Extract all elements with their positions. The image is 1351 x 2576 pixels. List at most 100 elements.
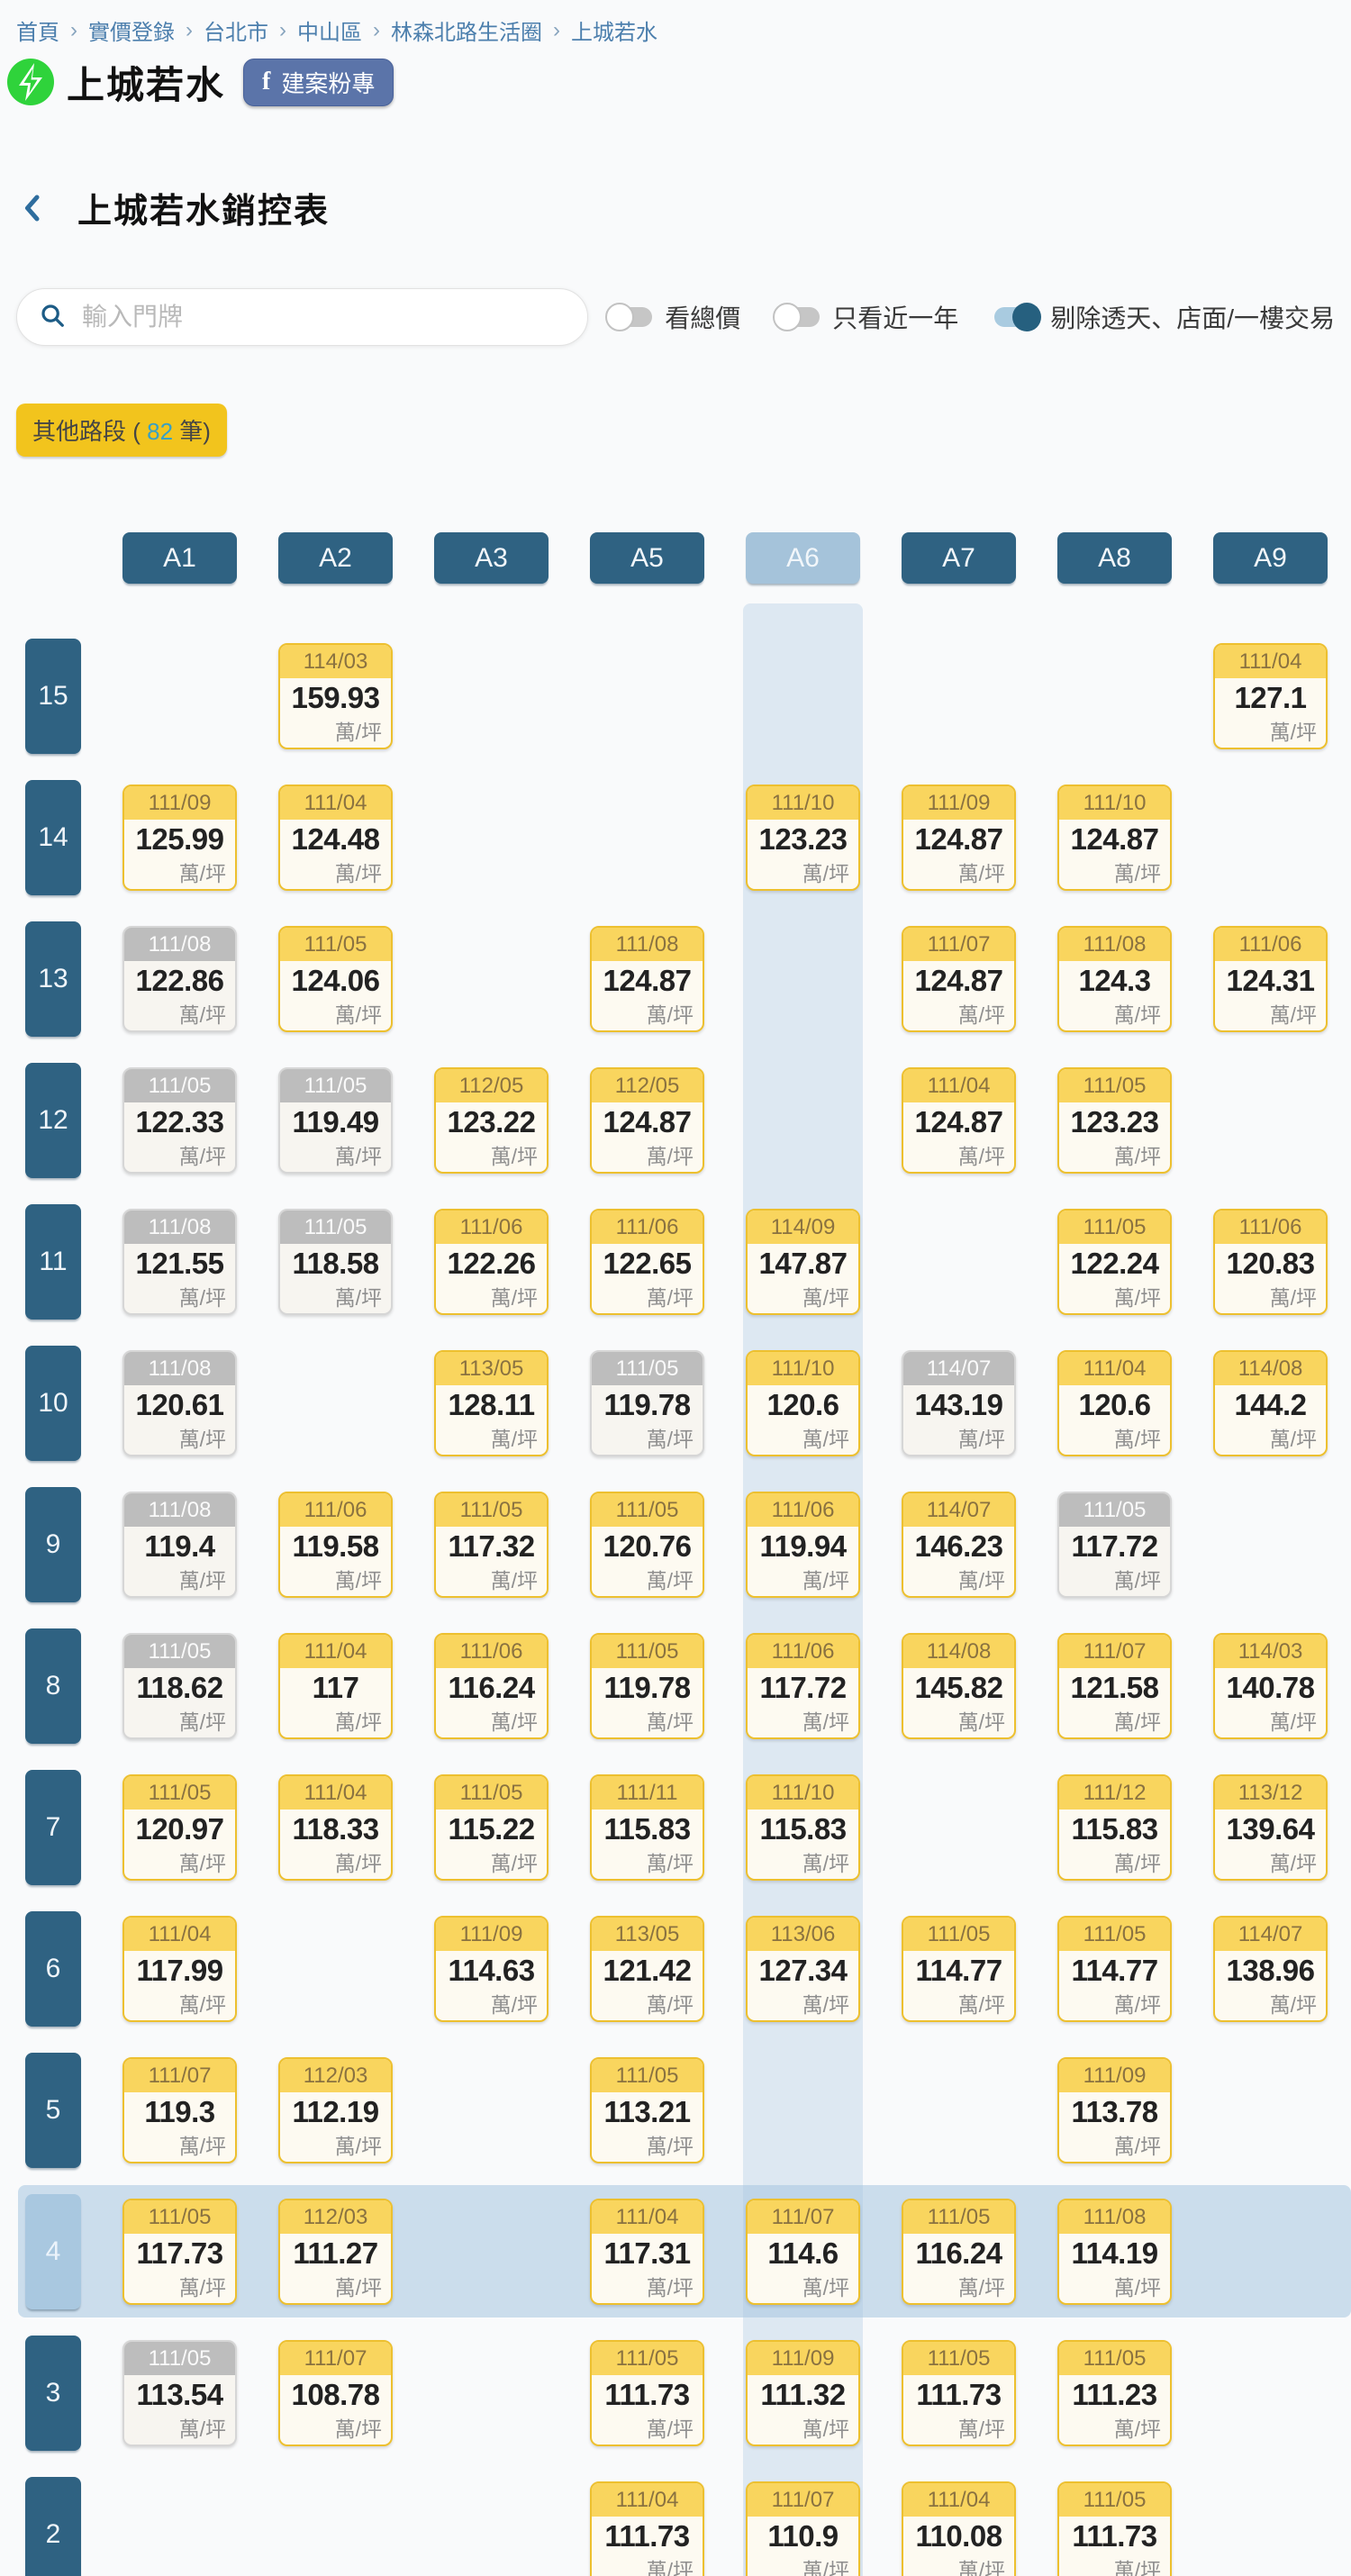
price-card-A3-8F[interactable]: 111/06 116.24 萬/坪	[434, 1632, 549, 1739]
toggle-1[interactable]: 看總價	[605, 299, 740, 335]
price-card-A7-13F[interactable]: 111/07 124.87 萬/坪	[902, 925, 1016, 1032]
price-card-A1-4F[interactable]: 111/05 117.73 萬/坪	[122, 2198, 237, 2305]
price-card-A2-15F[interactable]: 114/03 159.93 萬/坪	[278, 642, 393, 749]
column-header-A5[interactable]: A5	[590, 532, 704, 584]
price-card-A5-3F[interactable]: 111/05 111.73 萬/坪	[590, 2339, 704, 2446]
floor-label-13[interactable]: 13	[25, 921, 81, 1037]
price-card-A7-2F[interactable]: 111/04 110.08 萬/坪	[902, 2481, 1016, 2576]
price-card-A2-13F[interactable]: 111/05 124.06 萬/坪	[278, 925, 393, 1032]
price-card-A3-10F[interactable]: 113/05 128.11 萬/坪	[434, 1349, 549, 1456]
price-card-A1-8F[interactable]: 111/05 118.62 萬/坪	[122, 1632, 237, 1739]
price-card-A8-8F[interactable]: 111/07 121.58 萬/坪	[1057, 1632, 1172, 1739]
toggle-switch-off[interactable]	[605, 303, 653, 331]
other-roads-badge[interactable]: 其他路段 ( 82 筆)	[16, 404, 227, 457]
price-card-A8-3F[interactable]: 111/05 111.23 萬/坪	[1057, 2339, 1172, 2446]
price-card-A1-12F[interactable]: 111/05 122.33 萬/坪	[122, 1066, 237, 1174]
toggle-3[interactable]: 剔除透天、店面/一樓交易	[994, 299, 1335, 335]
price-card-A7-6F[interactable]: 111/05 114.77 萬/坪	[902, 1915, 1016, 2022]
price-card-A3-7F[interactable]: 111/05 115.22 萬/坪	[434, 1773, 549, 1881]
price-card-A5-12F[interactable]: 112/05 124.87 萬/坪	[590, 1066, 704, 1174]
breadcrumb-item-6[interactable]: 上城若水	[571, 21, 657, 45]
price-card-A3-9F[interactable]: 111/05 117.32 萬/坪	[434, 1491, 549, 1598]
price-card-A2-11F[interactable]: 111/05 118.58 萬/坪	[278, 1208, 393, 1315]
price-card-A7-8F[interactable]: 114/08 145.82 萬/坪	[902, 1632, 1016, 1739]
floor-label-10[interactable]: 10	[25, 1345, 81, 1461]
column-header-A6[interactable]: A6	[746, 532, 860, 584]
price-card-A8-9F[interactable]: 111/05 117.72 萬/坪	[1057, 1491, 1172, 1598]
floor-label-12[interactable]: 12	[25, 1062, 81, 1178]
price-card-A1-14F[interactable]: 111/09 125.99 萬/坪	[122, 784, 237, 891]
floor-label-5[interactable]: 5	[25, 2052, 81, 2168]
floor-label-8[interactable]: 8	[25, 1628, 81, 1744]
price-card-A7-10F[interactable]: 114/07 143.19 萬/坪	[902, 1349, 1016, 1456]
floor-label-7[interactable]: 7	[25, 1769, 81, 1885]
price-card-A6-14F[interactable]: 111/10 123.23 萬/坪	[746, 784, 860, 891]
toggle-2[interactable]: 只看近一年	[773, 299, 958, 335]
column-header-A9[interactable]: A9	[1213, 532, 1328, 584]
price-card-A5-10F[interactable]: 111/05 119.78 萬/坪	[590, 1349, 704, 1456]
price-card-A1-5F[interactable]: 111/07 119.3 萬/坪	[122, 2056, 237, 2163]
breadcrumb-item-4[interactable]: 中山區	[297, 21, 362, 45]
price-card-A7-4F[interactable]: 111/05 116.24 萬/坪	[902, 2198, 1016, 2305]
price-card-A7-12F[interactable]: 111/04 124.87 萬/坪	[902, 1066, 1016, 1174]
price-card-A8-6F[interactable]: 111/05 114.77 萬/坪	[1057, 1915, 1172, 2022]
price-card-A7-14F[interactable]: 111/09 124.87 萬/坪	[902, 784, 1016, 891]
price-card-A6-8F[interactable]: 111/06 117.72 萬/坪	[746, 1632, 860, 1739]
price-card-A9-6F[interactable]: 114/07 138.96 萬/坪	[1213, 1915, 1328, 2022]
price-card-A3-6F[interactable]: 111/09 114.63 萬/坪	[434, 1915, 549, 2022]
price-card-A5-8F[interactable]: 111/05 119.78 萬/坪	[590, 1632, 704, 1739]
column-header-A2[interactable]: A2	[278, 532, 393, 584]
price-card-A8-11F[interactable]: 111/05 122.24 萬/坪	[1057, 1208, 1172, 1315]
column-header-A7[interactable]: A7	[902, 532, 1016, 584]
toggle-switch-on[interactable]	[994, 303, 1042, 331]
search-input[interactable]	[80, 302, 566, 332]
price-card-A9-8F[interactable]: 114/03 140.78 萬/坪	[1213, 1632, 1328, 1739]
price-card-A1-11F[interactable]: 111/08 121.55 萬/坪	[122, 1208, 237, 1315]
price-card-A9-11F[interactable]: 111/06 120.83 萬/坪	[1213, 1208, 1328, 1315]
price-card-A1-3F[interactable]: 111/05 113.54 萬/坪	[122, 2339, 237, 2446]
price-card-A2-7F[interactable]: 111/04 118.33 萬/坪	[278, 1773, 393, 1881]
price-card-A3-11F[interactable]: 111/06 122.26 萬/坪	[434, 1208, 549, 1315]
floor-label-11[interactable]: 11	[25, 1203, 81, 1320]
price-card-A1-6F[interactable]: 111/04 117.99 萬/坪	[122, 1915, 237, 2022]
price-card-A8-10F[interactable]: 111/04 120.6 萬/坪	[1057, 1349, 1172, 1456]
price-card-A9-15F[interactable]: 111/04 127.1 萬/坪	[1213, 642, 1328, 749]
breadcrumb-item-1[interactable]: 首頁	[16, 21, 59, 45]
price-card-A6-11F[interactable]: 114/09 147.87 萬/坪	[746, 1208, 860, 1315]
price-card-A5-2F[interactable]: 111/04 111.73 萬/坪	[590, 2481, 704, 2576]
column-header-A8[interactable]: A8	[1057, 532, 1172, 584]
price-card-A6-7F[interactable]: 111/10 115.83 萬/坪	[746, 1773, 860, 1881]
price-card-A8-13F[interactable]: 111/08 124.3 萬/坪	[1057, 925, 1172, 1032]
price-card-A3-12F[interactable]: 112/05 123.22 萬/坪	[434, 1066, 549, 1174]
price-card-A5-6F[interactable]: 113/05 121.42 萬/坪	[590, 1915, 704, 2022]
breadcrumb-item-5[interactable]: 林森北路生活圈	[391, 21, 542, 45]
price-card-A2-5F[interactable]: 112/03 112.19 萬/坪	[278, 2056, 393, 2163]
price-card-A7-9F[interactable]: 114/07 146.23 萬/坪	[902, 1491, 1016, 1598]
price-card-A2-4F[interactable]: 112/03 111.27 萬/坪	[278, 2198, 393, 2305]
price-card-A2-3F[interactable]: 111/07 108.78 萬/坪	[278, 2339, 393, 2446]
price-card-A6-2F[interactable]: 111/07 110.9 萬/坪	[746, 2481, 860, 2576]
price-card-A8-2F[interactable]: 111/05 111.73 萬/坪	[1057, 2481, 1172, 2576]
price-card-A1-10F[interactable]: 111/08 120.61 萬/坪	[122, 1349, 237, 1456]
price-card-A9-7F[interactable]: 113/12 139.64 萬/坪	[1213, 1773, 1328, 1881]
floor-label-9[interactable]: 9	[25, 1486, 81, 1602]
price-card-A8-5F[interactable]: 111/09 113.78 萬/坪	[1057, 2056, 1172, 2163]
price-card-A1-9F[interactable]: 111/08 119.4 萬/坪	[122, 1491, 237, 1598]
floor-label-15[interactable]: 15	[25, 638, 81, 754]
price-card-A6-3F[interactable]: 111/09 111.32 萬/坪	[746, 2339, 860, 2446]
price-card-A6-9F[interactable]: 111/06 119.94 萬/坪	[746, 1491, 860, 1598]
column-header-A1[interactable]: A1	[122, 532, 237, 584]
price-card-A2-14F[interactable]: 111/04 124.48 萬/坪	[278, 784, 393, 891]
price-card-A7-3F[interactable]: 111/05 111.73 萬/坪	[902, 2339, 1016, 2446]
price-card-A8-4F[interactable]: 111/08 114.19 萬/坪	[1057, 2198, 1172, 2305]
price-card-A1-13F[interactable]: 111/08 122.86 萬/坪	[122, 925, 237, 1032]
floor-label-2[interactable]: 2	[25, 2476, 81, 2576]
price-card-A9-10F[interactable]: 114/08 144.2 萬/坪	[1213, 1349, 1328, 1456]
search-box[interactable]	[16, 288, 588, 346]
price-card-A8-14F[interactable]: 111/10 124.87 萬/坪	[1057, 784, 1172, 891]
floor-label-6[interactable]: 6	[25, 1910, 81, 2027]
price-card-A2-9F[interactable]: 111/06 119.58 萬/坪	[278, 1491, 393, 1598]
price-card-A6-10F[interactable]: 111/10 120.6 萬/坪	[746, 1349, 860, 1456]
price-card-A8-7F[interactable]: 111/12 115.83 萬/坪	[1057, 1773, 1172, 1881]
floor-label-3[interactable]: 3	[25, 2335, 81, 2451]
